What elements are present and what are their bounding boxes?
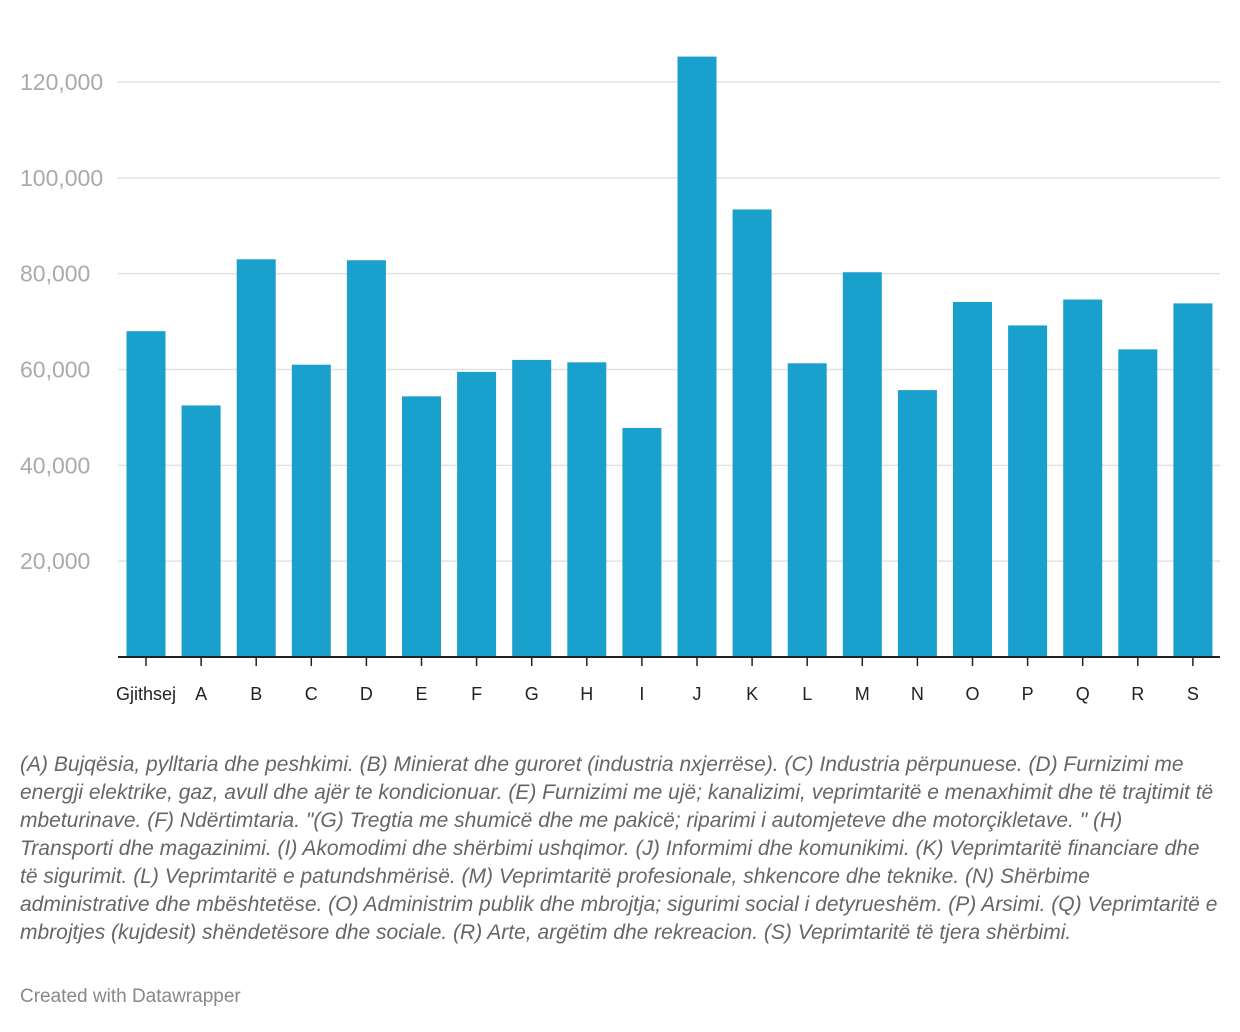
x-tick-label: I [639, 684, 644, 704]
bar-o [953, 301, 992, 657]
x-tick-label: Gjithsej [116, 684, 176, 704]
bar-f [457, 371, 497, 657]
x-tick-label: G [525, 684, 539, 704]
bar-m [842, 272, 882, 657]
x-tick-label: E [415, 684, 427, 704]
x-tick-label: P [1022, 684, 1034, 704]
bar-e [402, 396, 441, 657]
bar-gjithsej [126, 331, 166, 657]
x-tick-label: Q [1076, 684, 1090, 704]
x-tick-label: J [693, 684, 702, 704]
bar-chart: 20,000 40,000 60,000 80,000 100,000 120,000 G… [20, 56, 1220, 704]
bar-n [897, 390, 937, 657]
bar-g [512, 359, 552, 657]
x-tick-label: R [1131, 684, 1144, 704]
bar-p [1008, 325, 1048, 657]
y-tick-label: 60,000 [20, 357, 90, 383]
x-tick-label: A [195, 684, 207, 704]
bar-a [181, 405, 221, 657]
x-tick-label: D [360, 684, 373, 704]
x-tick-label: O [965, 684, 979, 704]
bar-l [787, 363, 827, 657]
bar-s [1173, 303, 1213, 657]
y-tick-label: 40,000 [20, 452, 90, 478]
datawrapper-credit: Created with Datawrapper [20, 986, 241, 1007]
x-tick-label: M [855, 684, 870, 704]
bars [126, 56, 1213, 658]
bar-h [567, 362, 607, 657]
x-tick-label: K [746, 684, 758, 704]
gridlines [118, 81, 1220, 562]
bar-c [291, 364, 331, 657]
bar-k [732, 209, 772, 658]
x-tick-label: H [580, 684, 593, 704]
x-tick-label: F [471, 684, 482, 704]
x-tick-label: C [305, 684, 318, 704]
y-tick-label: 120,000 [20, 69, 103, 95]
y-tick-label: 100,000 [20, 165, 103, 191]
x-tick-label: S [1187, 684, 1199, 704]
bar-r [1118, 349, 1158, 657]
y-axis-tick-labels: 20,000 40,000 60,000 80,000 100,000 120,000 [20, 69, 103, 574]
bar-i [622, 427, 662, 657]
y-tick-label: 20,000 [20, 548, 90, 574]
x-tick-label: B [250, 684, 262, 704]
x-tick-label: N [911, 684, 924, 704]
bar-d [346, 260, 386, 657]
x-axis-tick-labels: Gjithsej A B C D E F G H I J K L M N O P Q R S [116, 684, 1199, 704]
bar-b [236, 259, 276, 657]
y-tick-label: 80,000 [20, 261, 90, 287]
chart-notes: (A) Bujqësia, pylltaria dhe peshkimi. (B… [20, 753, 1218, 944]
x-tick-label: L [802, 684, 812, 704]
x-axis [118, 656, 1220, 666]
bar-q [1063, 299, 1103, 657]
bar-j [677, 56, 717, 657]
